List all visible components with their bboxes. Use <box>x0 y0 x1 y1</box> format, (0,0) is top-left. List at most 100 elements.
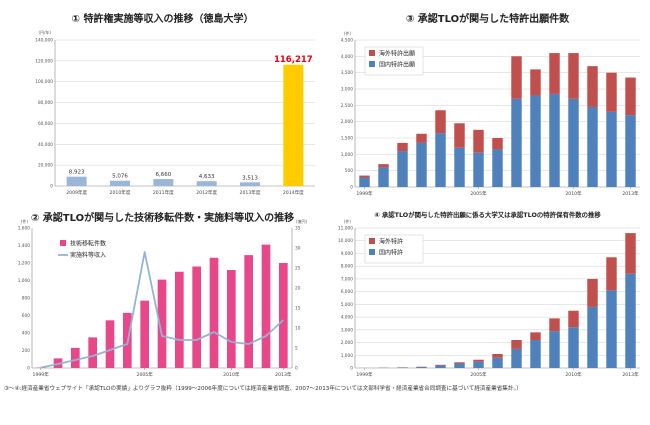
bar-segment <box>511 348 522 368</box>
data-label: 116,217 <box>274 55 313 65</box>
legend-swatch <box>60 240 66 246</box>
x-tick-label: 2005年 <box>470 371 487 378</box>
y-tick-label: 11,000 <box>338 226 353 232</box>
bar-segment <box>587 306 598 368</box>
bar-segment <box>530 69 541 96</box>
bar-segment <box>473 129 484 153</box>
y-tick-label: 1,000 <box>341 152 354 158</box>
chart-title: ① 特許権実施等収入の推移（徳島大学） <box>71 14 254 25</box>
y-tick-label: 2,000 <box>341 119 354 125</box>
bar-segment <box>511 56 522 99</box>
bar <box>153 179 174 186</box>
legend-label: 国内特許出願 <box>379 61 415 69</box>
x-tick-label: 2005年 <box>470 190 487 197</box>
y-tick-label: 1,200 <box>18 261 31 267</box>
bar-segment <box>378 167 389 187</box>
bar <box>196 181 217 186</box>
y-tick-label: 3,500 <box>341 70 354 76</box>
y-tick-label: 40,000 <box>38 142 53 148</box>
y-unit-label: (件) <box>344 218 352 224</box>
bar-segment <box>492 357 503 368</box>
chart-patent-holdings: (件) 0 1,000 2,000 3,000 4,000 5,000 6,000 7,000 8… <box>338 218 640 378</box>
bar-segment <box>397 367 408 368</box>
y-tick-label: 2,500 <box>341 103 354 109</box>
bar-segment <box>397 151 408 187</box>
y-tick-label: 100,000 <box>35 79 53 85</box>
chart-title: ④ 承認TLOが関与した特許出願に係る大学又は承認TLOの特許保有件数の推移 <box>374 211 601 219</box>
y-tick-label: 4,500 <box>341 38 354 44</box>
y2-tick-label: 35 <box>295 226 301 232</box>
bar-segment <box>587 66 598 107</box>
bar-segment <box>416 366 427 368</box>
bar <box>157 279 167 368</box>
bar-segment <box>549 331 560 368</box>
bar-segment <box>625 273 636 368</box>
x-tick-label: 2010年 <box>565 371 582 378</box>
x-tick-label: 2010年 <box>565 190 582 197</box>
legend-swatch <box>369 50 375 56</box>
bar <box>88 337 97 368</box>
panel-tech-transfer: ② 承認TLOが関与した技術移転件数・実施料等収入の推移 (件) (億円) 0 200… <box>0 200 325 382</box>
bar <box>71 347 80 368</box>
bar-segment <box>511 340 522 349</box>
chart-title: ③ 承認TLOが関与した特許出願件数 <box>405 14 570 25</box>
y2-tick-label: 30 <box>295 246 301 252</box>
y-tick-label: 0 <box>350 185 353 191</box>
x-tick-label: 2013年 <box>622 190 639 197</box>
bar-segment <box>511 98 522 187</box>
data-label: 4,633 <box>199 174 215 180</box>
bar-segment <box>606 257 617 291</box>
y2-unit-label: (億円) <box>296 218 308 224</box>
y-tick-label: 1,000 <box>341 353 354 359</box>
bar-segment <box>435 110 446 134</box>
legend-label: 海外特許出願 <box>379 50 415 58</box>
y-unit-label: (件) <box>344 30 352 36</box>
y-tick-label: 140,000 <box>35 38 53 44</box>
x-tick-label: 2011年度 <box>153 189 174 196</box>
y-tick-label: 9,000 <box>341 251 354 257</box>
y-tick-label: 2,000 <box>341 340 354 346</box>
bar-segment <box>435 364 446 366</box>
bar-segment <box>625 233 636 274</box>
bar <box>66 176 87 186</box>
bar-segment <box>454 123 465 148</box>
y2-tick-label: 20 <box>295 286 301 292</box>
bar-segment <box>378 164 389 168</box>
legend-swatch <box>369 249 375 255</box>
y2-tick-label: 15 <box>295 306 301 312</box>
y-tick-label: 400 <box>22 331 30 337</box>
bar-segment <box>397 142 408 152</box>
bar-segment <box>359 175 370 178</box>
bar-segment <box>549 53 560 94</box>
y-tick-label: 10,000 <box>338 238 353 244</box>
y-tick-label: 7,000 <box>341 276 354 282</box>
y-tick-label: 4,000 <box>341 315 354 321</box>
chart-patent-income: (円/年) 0 20,000 40,000 60,000 80,000 100,000 120… <box>35 29 315 196</box>
y-tick-label: 600 <box>22 313 30 319</box>
x-tick-label: 2013年 <box>275 371 292 378</box>
bar-segment <box>359 177 370 187</box>
x-tick-label: 1999年 <box>356 190 373 197</box>
y-tick-label: 0 <box>350 366 353 372</box>
y-tick-label: 1,400 <box>18 243 31 249</box>
bar-segment <box>568 53 579 99</box>
y-tick-label: 500 <box>345 168 353 174</box>
y-tick-label: 1,500 <box>341 136 354 142</box>
y-unit-label: (円/年) <box>39 29 52 35</box>
bar-segment <box>435 365 446 368</box>
x-tick-label: 1999年 <box>33 371 50 378</box>
chart-title: ② 承認TLOが関与した技術移転件数・実施料等収入の推移 <box>30 213 295 224</box>
x-tick-label: 2005年 <box>137 371 154 378</box>
bar-segment <box>454 363 465 368</box>
y-tick-label: 200 <box>22 348 30 354</box>
bar-segment <box>530 95 541 187</box>
y-tick-label: 1,600 <box>18 226 31 232</box>
y2-tick-label: 5 <box>295 346 298 352</box>
bar-segment <box>530 340 541 368</box>
bar <box>227 270 236 368</box>
legend-label: 実施料等収入 <box>70 251 106 259</box>
y-tick-label: 8,000 <box>341 264 354 270</box>
y-tick-label: 80,000 <box>38 100 53 106</box>
bar-segment <box>492 354 503 358</box>
series-line <box>40 251 284 369</box>
